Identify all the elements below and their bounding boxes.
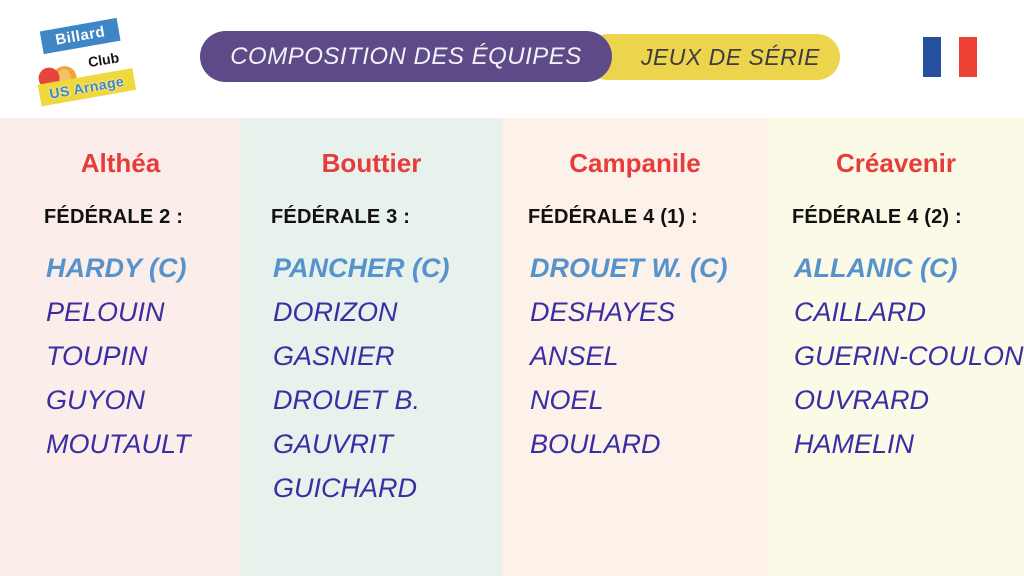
player-name: DROUET B. xyxy=(273,385,421,415)
player-name: BOULARD xyxy=(530,429,661,459)
player-name: GASNIER xyxy=(273,341,395,371)
player-name: GUYON xyxy=(46,385,146,415)
player-name: NOEL xyxy=(530,385,604,415)
header: Billard Club US Arnage COMPOSITION DES É… xyxy=(0,0,1024,118)
flag-red-band xyxy=(959,37,977,77)
player-name: DESHAYES xyxy=(530,297,676,327)
captain-name: ALLANIC (C) xyxy=(794,253,958,283)
flag-white-band xyxy=(941,37,959,77)
team-column-bouttier: Bouttier FÉDÉRALE 3 : PANCHER (C) DORIZO… xyxy=(241,118,502,576)
logo-band-billard: Billard xyxy=(39,17,121,55)
france-flag-icon xyxy=(923,37,977,77)
roster-list: PANCHER (C) DORIZON GASNIER DROUET B. GA… xyxy=(241,246,502,510)
player-name: ANSEL xyxy=(530,341,619,371)
teams-grid: Althéa FÉDÉRALE 2 : HARDY (C) PELOUIN TO… xyxy=(0,118,1024,576)
team-name: Althéa xyxy=(80,148,161,178)
page-title-label: COMPOSITION DES ÉQUIPES xyxy=(230,42,582,70)
player-name: PELOUIN xyxy=(46,297,165,327)
roster-list: ALLANIC (C) CAILLARD GUERIN-COULON OUVRA… xyxy=(768,246,1024,466)
captain-name: DROUET W. (C) xyxy=(530,253,728,283)
team-column-campanile: Campanile FÉDÉRALE 4 (1) : DROUET W. (C)… xyxy=(502,118,768,576)
flag-blue-band xyxy=(923,37,941,77)
player-name: GUICHARD xyxy=(273,473,418,503)
player-name: TOUPIN xyxy=(46,341,148,371)
team-column-althea: Althéa FÉDÉRALE 2 : HARDY (C) PELOUIN TO… xyxy=(0,118,241,576)
logo-text-club: Club xyxy=(86,49,121,71)
team-column-creavenir: Créavenir FÉDÉRALE 4 (2) : ALLANIC (C) C… xyxy=(768,118,1024,576)
page-title: COMPOSITION DES ÉQUIPES xyxy=(200,31,612,82)
player-name: GAUVRIT xyxy=(273,429,394,459)
player-name: CAILLARD xyxy=(794,297,927,327)
player-name: HAMELIN xyxy=(794,429,915,459)
team-name: Bouttier xyxy=(321,148,422,178)
page-subtitle-label: JEUX DE SÉRIE xyxy=(640,43,821,70)
division-label: FÉDÉRALE 4 (1) : xyxy=(528,206,698,228)
division-label: FÉDÉRALE 3 : xyxy=(271,206,411,228)
player-name: DORIZON xyxy=(273,297,398,327)
division-label: FÉDÉRALE 4 (2) : xyxy=(792,206,962,228)
player-name: MOUTAULT xyxy=(46,429,191,459)
team-name: Campanile xyxy=(569,148,701,178)
player-name: GUERIN-COULON xyxy=(794,341,1024,371)
page-subtitle: JEUX DE SÉRIE xyxy=(585,34,840,80)
division-label: FÉDÉRALE 2 : xyxy=(44,206,184,228)
captain-name: PANCHER (C) xyxy=(273,253,450,283)
club-logo: Billard Club US Arnage xyxy=(28,12,161,108)
roster-list: DROUET W. (C) DESHAYES ANSEL NOEL BOULAR… xyxy=(502,246,768,466)
captain-name: HARDY (C) xyxy=(46,253,187,283)
logo-text-billard: Billard xyxy=(54,23,107,49)
team-name: Créavenir xyxy=(836,148,956,178)
roster-list: HARDY (C) PELOUIN TOUPIN GUYON MOUTAULT xyxy=(0,246,241,466)
player-name: OUVRARD xyxy=(794,385,930,415)
